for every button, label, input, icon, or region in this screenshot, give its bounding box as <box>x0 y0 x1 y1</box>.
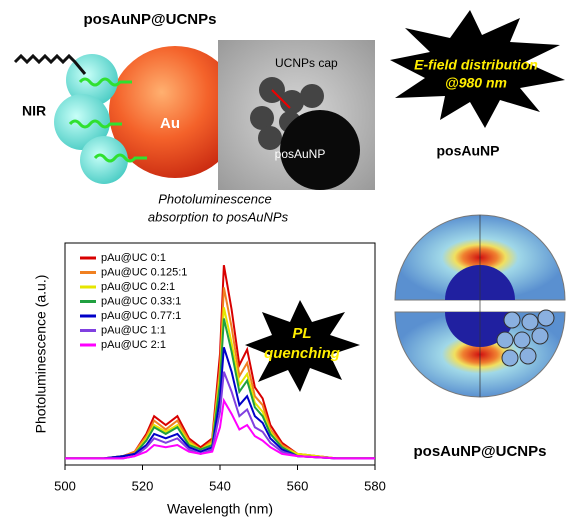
legend-label: pAu@UC 0.125:1 <box>101 266 187 278</box>
x-tick-label: 580 <box>364 478 386 493</box>
x-tick-label: 520 <box>132 478 154 493</box>
legend-label: pAu@UC 0.33:1 <box>101 295 181 307</box>
efield-label: E-field distribution <box>414 57 538 73</box>
caption: absorption to posAuNPs <box>148 209 289 224</box>
map-label: posAuNP@UCNPs <box>414 443 547 460</box>
figure: posAuNP@UCNPs NIR Au Photoluminescence a… <box>0 0 573 521</box>
map-label: posAuNP <box>437 143 500 159</box>
ucnps-cap: UCNPs cap <box>275 56 338 70</box>
legend-label: pAu@UC 1:1 <box>101 324 166 336</box>
legend-label: pAu@UC 0.77:1 <box>101 310 181 322</box>
nir-label: NIR <box>22 103 46 119</box>
x-tick-label: 500 <box>54 478 76 493</box>
x-tick-label: 560 <box>287 478 309 493</box>
legend-label: pAu@UC 2:1 <box>101 339 166 351</box>
y-axis-title: Photoluminescence (a.u.) <box>33 275 49 434</box>
legend-label: pAu@UC 0.2:1 <box>101 281 175 293</box>
tem-label: posAuNP <box>275 147 326 161</box>
pl-label: quenching <box>264 345 340 362</box>
ucnp <box>80 136 128 184</box>
title: posAuNP@UCNPs <box>84 11 217 28</box>
caption: Photoluminescence <box>158 191 271 206</box>
au-label: Au <box>160 115 180 132</box>
x-tick-label: 540 <box>209 478 231 493</box>
efield-label: @980 nm <box>445 75 507 91</box>
pl-label: PL <box>292 325 311 342</box>
x-axis-title: Wavelength (nm) <box>167 501 273 517</box>
legend-label: pAu@UC 0:1 <box>101 252 166 264</box>
